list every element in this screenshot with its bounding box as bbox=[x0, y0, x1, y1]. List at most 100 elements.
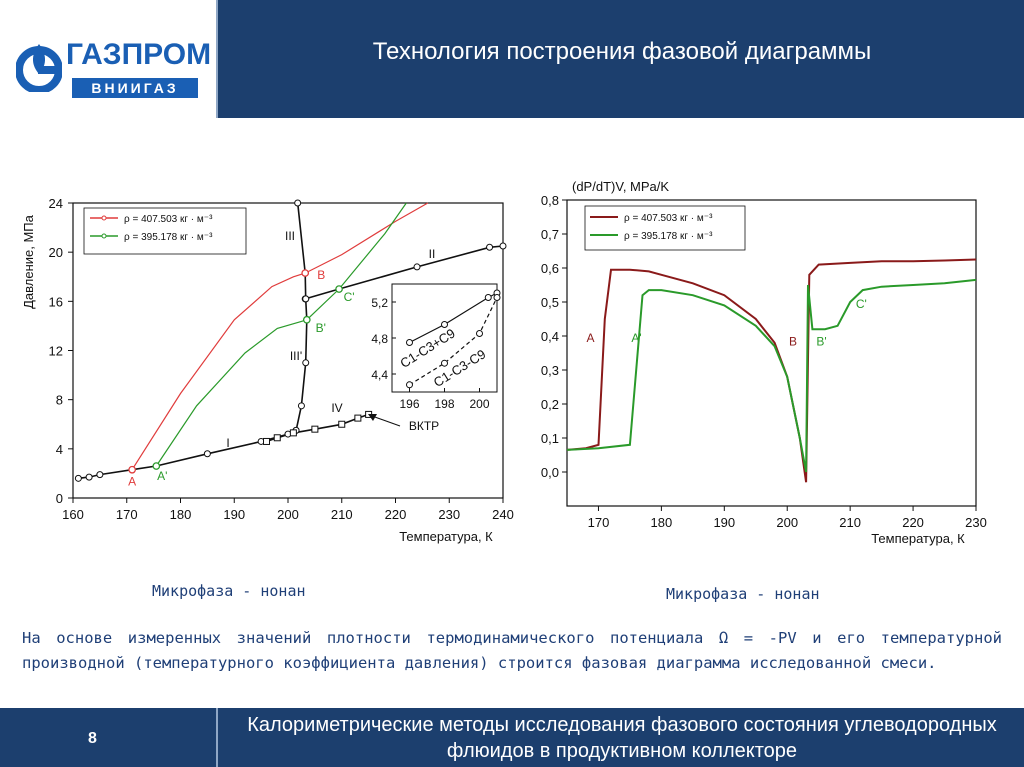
chart1-square-marker bbox=[263, 437, 270, 445]
chart2-legend-label: ρ = 395.178 кг · м⁻³ bbox=[624, 231, 713, 242]
chart1-xtick-label: 240 bbox=[492, 507, 514, 522]
chart1-point-C' bbox=[335, 285, 343, 293]
chart1-circle-marker bbox=[499, 242, 507, 250]
chart1-annotation: III' bbox=[290, 349, 302, 363]
chart1-inset-marker bbox=[406, 339, 413, 346]
chart2-xtick-label: 190 bbox=[713, 515, 735, 530]
chart2-point-label: B bbox=[789, 334, 797, 348]
chart1-inset-ytick-label: 5,2 bbox=[371, 296, 388, 310]
chart1-ytick-label: 0 bbox=[56, 491, 63, 506]
chart1-xtick-label: 180 bbox=[170, 507, 192, 522]
chart1-inset-marker bbox=[406, 381, 413, 389]
chart2-ytick-label: 0,7 bbox=[541, 227, 559, 242]
chart1-series-0 bbox=[131, 202, 429, 471]
chart1-circle-marker bbox=[413, 263, 421, 271]
chart1-point-label: C' bbox=[344, 290, 355, 304]
chart1-xtick-label: 230 bbox=[438, 507, 460, 522]
chart1-point-label: B bbox=[317, 268, 325, 282]
chart1-arrow-head bbox=[368, 414, 377, 421]
chart1-xtick-label: 210 bbox=[331, 507, 353, 522]
chart2-point-label: B' bbox=[816, 334, 826, 348]
chart1-series-1 bbox=[155, 202, 407, 467]
chart1-ytick-label: 4 bbox=[56, 442, 63, 457]
chart2-xtick-label: 200 bbox=[776, 515, 798, 530]
chart1-inset-marker bbox=[441, 321, 448, 328]
footer-divider bbox=[216, 708, 218, 767]
chart2-ytick-label: 0,6 bbox=[541, 261, 559, 276]
chart1-inset-series-0 bbox=[409, 292, 498, 344]
chart1-circle-marker bbox=[297, 402, 305, 410]
chart1-xtick-label: 200 bbox=[277, 507, 299, 522]
chart1-ytick-label: 12 bbox=[49, 344, 63, 359]
chart2-legend-label: ρ = 407.503 кг · м⁻³ bbox=[624, 213, 713, 224]
header-divider bbox=[216, 0, 218, 118]
chart1-ytick-label: 24 bbox=[49, 196, 63, 211]
chart1-circle-marker bbox=[85, 473, 93, 481]
chart2-point-label: A bbox=[586, 331, 594, 345]
chart1-ytick-label: 16 bbox=[49, 294, 63, 309]
chart1-point-label: B' bbox=[316, 321, 326, 335]
chart1-circle-marker bbox=[294, 199, 302, 207]
chart1-inset-area bbox=[391, 283, 498, 393]
chart1-circle-marker bbox=[203, 450, 211, 458]
chart2-xtick-label: 230 bbox=[965, 515, 987, 530]
chart1-inset-marker bbox=[476, 330, 483, 337]
chart1-point-A bbox=[128, 465, 136, 474]
page-title: Технология построения фазовой диаграммы bbox=[372, 38, 872, 65]
footer-number-box bbox=[0, 708, 216, 767]
chart1-inset-xtick-label: 196 bbox=[399, 397, 419, 411]
chart1-ytick-label: 8 bbox=[56, 393, 63, 408]
chart2-point-label: A' bbox=[631, 331, 641, 345]
chart2-ytick-label: 0,3 bbox=[541, 363, 559, 378]
chart1-inset-ytick-label: 4,4 bbox=[371, 368, 388, 382]
chart1-legend-label: ρ = 395.178 кг · м⁻³ bbox=[124, 232, 213, 243]
chart2-ytick-label: 0,5 bbox=[541, 295, 559, 310]
chart2-ytick-label: 0,4 bbox=[541, 329, 559, 344]
chart1-inset-marker bbox=[493, 294, 501, 301]
chart1-annotation: I bbox=[226, 436, 229, 450]
chart2-point-label: C' bbox=[856, 297, 867, 311]
chart1-annotation: II bbox=[429, 247, 436, 261]
chart1-square-marker bbox=[311, 425, 319, 433]
chart1-legend-marker bbox=[101, 215, 107, 221]
caption-right: Микрофаза - нонан bbox=[666, 585, 820, 603]
chart1-ylabel: Давление, МПа bbox=[21, 214, 36, 309]
chart1-xtick-label: 170 bbox=[116, 507, 138, 522]
chart2-xtick-label: 220 bbox=[902, 515, 924, 530]
chart1-xtick-label: 160 bbox=[62, 507, 84, 522]
chart1-inset-series-1 bbox=[409, 297, 498, 386]
chart2-xtick-label: 170 bbox=[588, 515, 610, 530]
chart2-series-0 bbox=[566, 258, 977, 483]
chart1-annotation: IV bbox=[331, 401, 342, 415]
chart2-ytick-label: 0,8 bbox=[541, 193, 559, 208]
chart1-circle-marker bbox=[74, 474, 82, 482]
footer-text: Калориметрические методы исследования фа… bbox=[247, 714, 997, 762]
chart1-point-label: A' bbox=[157, 469, 167, 483]
chart1-point-label: A bbox=[128, 475, 136, 489]
chart1-arrow bbox=[371, 415, 401, 427]
logo-sub: ВНИИГАЗ bbox=[72, 78, 198, 98]
chart1-circle-marker bbox=[302, 359, 310, 367]
chart2-xlabel: Температура, К bbox=[871, 531, 965, 546]
chart1-point-B bbox=[301, 269, 310, 277]
chart1-legend bbox=[83, 207, 247, 255]
chart1-ytick-label: 20 bbox=[49, 245, 63, 260]
description-text: На основе измеренных значений плотности … bbox=[22, 629, 1002, 672]
chart1-legend-marker bbox=[101, 233, 107, 239]
chart1-circle-marker bbox=[486, 243, 494, 251]
charts-canvas: 160 170 180 190 200 210 220 230 240 0 4 8 12 16 20 24 Те… bbox=[21, 179, 987, 546]
chart1-xtick-label: 190 bbox=[223, 507, 245, 522]
chart1-inset-marker bbox=[484, 294, 492, 301]
chart1-xlabel: Температура, К bbox=[399, 529, 493, 544]
chart1-square-marker bbox=[289, 429, 297, 437]
page-number: 8 bbox=[88, 730, 97, 747]
chart2-plot-area bbox=[566, 199, 977, 507]
logo-word: ГАЗПРОМ bbox=[66, 38, 212, 71]
chart1-xtick-label: 220 bbox=[385, 507, 407, 522]
chart2-ytick-label: 0,0 bbox=[541, 465, 559, 480]
chart1-legend-label: ρ = 407.503 кг · м⁻³ bbox=[124, 214, 213, 225]
chart2-ylabel: (dP/dT)V, MPa/K bbox=[572, 179, 669, 194]
chart2-ytick-label: 0,1 bbox=[541, 431, 559, 446]
chart2-series-1 bbox=[566, 278, 977, 473]
chart1-annotation: III bbox=[285, 229, 295, 243]
